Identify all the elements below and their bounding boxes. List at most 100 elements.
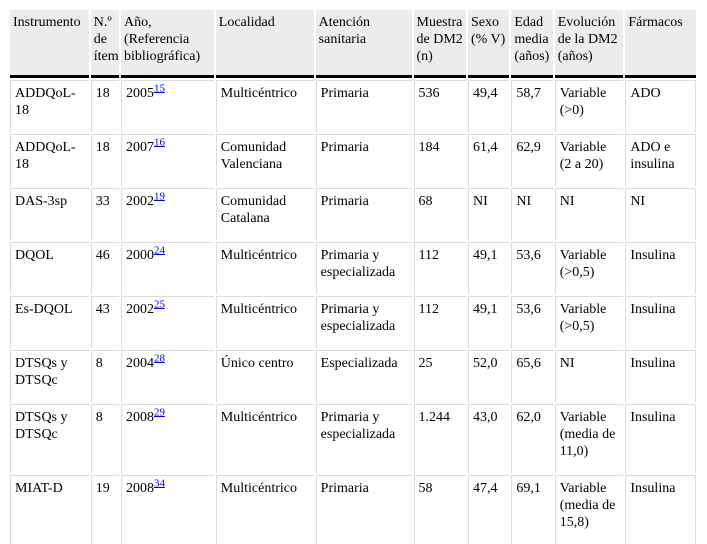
cell-care: Primaria y especializada xyxy=(315,242,412,294)
cell-instrument: MIAT-D xyxy=(10,475,89,544)
cell-sample: 1.244 xyxy=(413,404,466,473)
cell-locality: Multicéntrico xyxy=(215,404,314,473)
cell-locality: Multicéntrico xyxy=(215,475,314,544)
cell-sex: 43,0 xyxy=(467,404,510,473)
column-header-instrumento: Instrumento xyxy=(10,10,89,78)
table-row: DTSQs y DTSQc 8 200428 Único centro Espe… xyxy=(10,350,696,402)
cell-items: 8 xyxy=(90,404,119,473)
cell-age: 62,9 xyxy=(511,134,553,186)
header-row: Instrumento N.º de ítem Año, (Referencia… xyxy=(10,10,696,78)
cell-year: 200219 xyxy=(120,188,214,240)
cell-evolution: Variable (>0) xyxy=(554,80,624,132)
table-header: Instrumento N.º de ítem Año, (Referencia… xyxy=(10,10,696,78)
cell-evolution: Variable (2 a 20) xyxy=(554,134,624,186)
cell-age: 65,6 xyxy=(511,350,553,402)
column-header-edad-media: Edad media (años) xyxy=(511,10,553,78)
column-header-evolucion-dm2: Evolución de la DM2 (años) xyxy=(554,10,624,78)
cell-year: 200834 xyxy=(120,475,214,544)
cell-locality: Comunidad Valenciana xyxy=(215,134,314,186)
cell-year: 200515 xyxy=(120,80,214,132)
reference-link[interactable]: 28 xyxy=(153,352,165,365)
cell-sample: 25 xyxy=(413,350,466,402)
column-header-muestra-dm2: Muestra de DM2 (n) xyxy=(413,10,466,78)
cell-sex: 49,1 xyxy=(467,296,510,348)
cell-instrument: DTSQs y DTSQc xyxy=(10,404,89,473)
cell-age: 69,1 xyxy=(511,475,553,544)
cell-age: NI xyxy=(511,188,553,240)
cell-instrument: Es-DQOL xyxy=(10,296,89,348)
cell-sample: 68 xyxy=(413,188,466,240)
cell-year: 200024 xyxy=(120,242,214,294)
cell-locality: Multicéntrico xyxy=(215,296,314,348)
cell-drugs: Insulina xyxy=(625,475,696,544)
cell-locality: Multicéntrico xyxy=(215,242,314,294)
reference-link[interactable]: 34 xyxy=(153,477,165,490)
cell-items: 33 xyxy=(90,188,119,240)
table-row: DTSQs y DTSQc 8 200829 Multicéntrico Pri… xyxy=(10,404,696,473)
column-header-num-items: N.º de ítem xyxy=(90,10,119,78)
cell-evolution: Variable (media de 15,8) xyxy=(554,475,624,544)
column-header-farmacos: Fármacos xyxy=(625,10,696,78)
cell-care: Especializada xyxy=(315,350,412,402)
year-value: 2008 xyxy=(125,410,154,425)
cell-sex: 49,4 xyxy=(467,80,510,132)
instruments-table: Instrumento N.º de ítem Año, (Referencia… xyxy=(8,8,698,544)
cell-sample: 112 xyxy=(413,296,466,348)
cell-evolution: NI xyxy=(554,188,624,240)
reference-link[interactable]: 15 xyxy=(153,82,165,95)
cell-drugs: ADO e insulina xyxy=(625,134,696,186)
cell-drugs: Insulina xyxy=(625,242,696,294)
cell-items: 18 xyxy=(90,80,119,132)
table-row: ADDQoL-18 18 200515 Multicéntrico Primar… xyxy=(10,80,696,132)
cell-drugs: Insulina xyxy=(625,350,696,402)
reference-link[interactable]: 25 xyxy=(153,298,165,311)
cell-sex: NI xyxy=(467,188,510,240)
cell-sample: 58 xyxy=(413,475,466,544)
reference-link[interactable]: 16 xyxy=(153,136,165,149)
cell-drugs: NI xyxy=(625,188,696,240)
table-row: ADDQoL-18 18 200716 Comunidad Valenciana… xyxy=(10,134,696,186)
reference-link[interactable]: 29 xyxy=(153,406,165,419)
cell-evolution: Variable (>0,5) xyxy=(554,296,624,348)
cell-age: 53,6 xyxy=(511,242,553,294)
cell-age: 62,0 xyxy=(511,404,553,473)
cell-instrument: DTSQs y DTSQc xyxy=(10,350,89,402)
cell-evolution: Variable (media de 11,0) xyxy=(554,404,624,473)
cell-sample: 536 xyxy=(413,80,466,132)
cell-care: Primaria xyxy=(315,475,412,544)
reference-link[interactable]: 19 xyxy=(153,190,165,203)
cell-sex: 47,4 xyxy=(467,475,510,544)
cell-drugs: ADO xyxy=(625,80,696,132)
cell-items: 43 xyxy=(90,296,119,348)
year-value: 2004 xyxy=(125,356,154,371)
column-header-anio-referencia: Año, (Referencia bibliográfica) xyxy=(120,10,214,78)
cell-year: 200225 xyxy=(120,296,214,348)
table-row: DAS-3sp 33 200219 Comunidad Catalana Pri… xyxy=(10,188,696,240)
cell-instrument: ADDQoL-18 xyxy=(10,134,89,186)
cell-sample: 112 xyxy=(413,242,466,294)
cell-instrument: DAS-3sp xyxy=(10,188,89,240)
cell-year: 200829 xyxy=(120,404,214,473)
cell-evolution: NI xyxy=(554,350,624,402)
cell-sex: 52,0 xyxy=(467,350,510,402)
year-value: 2007 xyxy=(125,140,154,155)
cell-locality: Multicéntrico xyxy=(215,80,314,132)
table-body: ADDQoL-18 18 200515 Multicéntrico Primar… xyxy=(10,80,696,544)
cell-drugs: Insulina xyxy=(625,296,696,348)
year-value: 2002 xyxy=(125,194,154,209)
cell-year: 200428 xyxy=(120,350,214,402)
year-value: 2005 xyxy=(125,86,154,101)
table-row: MIAT-D 19 200834 Multicéntrico Primaria … xyxy=(10,475,696,544)
year-value: 2000 xyxy=(125,248,154,263)
cell-age: 53,6 xyxy=(511,296,553,348)
cell-care: Primaria xyxy=(315,80,412,132)
cell-items: 46 xyxy=(90,242,119,294)
cell-locality: Comunidad Catalana xyxy=(215,188,314,240)
cell-sex: 61,4 xyxy=(467,134,510,186)
cell-care: Primaria xyxy=(315,188,412,240)
year-value: 2008 xyxy=(125,481,154,496)
reference-link[interactable]: 24 xyxy=(153,244,165,257)
cell-drugs: Insulina xyxy=(625,404,696,473)
column-header-localidad: Localidad xyxy=(215,10,314,78)
